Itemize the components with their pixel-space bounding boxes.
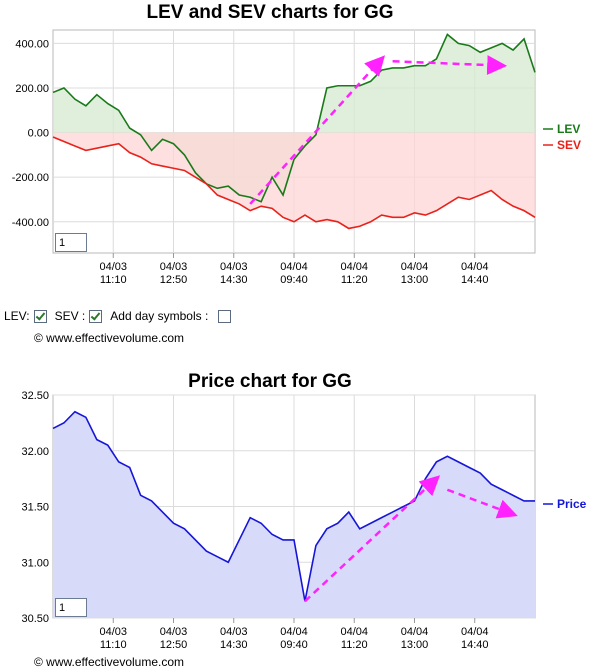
x-tick-time: 11:20 (341, 274, 368, 286)
y-tick-label: 200.00 (15, 83, 49, 95)
trend-arrow (249, 55, 385, 205)
x-tick-date: 04/03 (99, 261, 127, 273)
y-tick-label: 400.00 (15, 38, 49, 50)
x-tick-time: 12:50 (160, 274, 188, 286)
trend-arrow (392, 55, 508, 76)
x-tick-date: 04/03 (160, 626, 188, 638)
price-zoom-input[interactable]: 1 (55, 598, 87, 617)
lev-checkbox[interactable] (33, 309, 47, 323)
lev-sev-zoom-input[interactable]: 1 (55, 233, 87, 252)
y-tick-label: 31.00 (21, 557, 49, 569)
x-tick-date: 04/03 (220, 261, 248, 273)
x-tick-time: 09:40 (280, 274, 308, 286)
x-tick-time: 13:00 (401, 274, 429, 286)
price-line (52, 410, 535, 602)
legend-label-sev: SEV (557, 138, 581, 152)
sev-area-fill (53, 132, 535, 229)
y-tick-label: -200.00 (12, 172, 49, 184)
x-tick-time: 14:30 (220, 274, 248, 286)
lev-area-fill (53, 34, 535, 202)
x-tick-date: 04/04 (461, 626, 489, 638)
legend-label-lev: LEV (557, 122, 580, 136)
copyright-top: © www.effectivevolume.com (34, 331, 185, 345)
lev-line (52, 33, 536, 203)
price-chart-title: Price chart for GG (188, 371, 352, 392)
sev-checkbox-label: SEV : (54, 309, 86, 323)
day-symbols-label: Add day symbols : (110, 309, 209, 323)
x-tick-time: 09:40 (280, 639, 308, 651)
x-tick-date: 04/04 (340, 261, 368, 273)
lev-sev-chart: 400.00200.000.00-200.00-400.0004/0311:10… (12, 29, 581, 286)
x-tick-date: 04/03 (99, 626, 127, 638)
x-tick-date: 04/04 (340, 626, 368, 638)
legend-label-price: Price (557, 497, 587, 511)
x-tick-date: 04/03 (220, 626, 248, 638)
sev-checkbox[interactable] (89, 309, 103, 323)
x-tick-time: 14:40 (461, 274, 489, 286)
x-tick-date: 04/04 (280, 261, 308, 273)
day-symbols-checkbox[interactable] (218, 309, 232, 323)
x-tick-time: 14:40 (461, 639, 489, 651)
x-tick-date: 04/04 (401, 626, 429, 638)
x-tick-date: 04/03 (160, 261, 188, 273)
x-tick-time: 11:10 (100, 274, 127, 286)
x-tick-time: 11:10 (100, 639, 127, 651)
y-tick-label: 32.00 (21, 446, 49, 458)
x-tick-date: 04/04 (461, 261, 489, 273)
lev-checkbox-label: LEV: (4, 309, 30, 323)
lev-sev-chart-title: LEV and SEV charts for GG (146, 2, 394, 23)
y-tick-label: 31.50 (21, 502, 49, 514)
y-tick-label: -400.00 (12, 217, 49, 229)
price-area-fill (53, 411, 535, 618)
x-tick-time: 14:30 (220, 639, 248, 651)
x-tick-date: 04/04 (401, 261, 429, 273)
y-tick-label: 32.50 (21, 390, 49, 402)
chart-controls: LEV: SEV : Add day symbols : (4, 309, 232, 323)
y-tick-label: 30.50 (21, 613, 49, 625)
x-tick-date: 04/04 (280, 626, 308, 638)
trend-arrow (304, 475, 441, 603)
x-tick-time: 12:50 (160, 639, 188, 651)
copyright-bottom: © www.effectivevolume.com (34, 655, 185, 669)
x-tick-time: 11:20 (341, 639, 368, 651)
y-tick-label: 0.00 (28, 128, 49, 140)
x-tick-time: 13:00 (401, 639, 429, 651)
sev-line (52, 136, 536, 230)
